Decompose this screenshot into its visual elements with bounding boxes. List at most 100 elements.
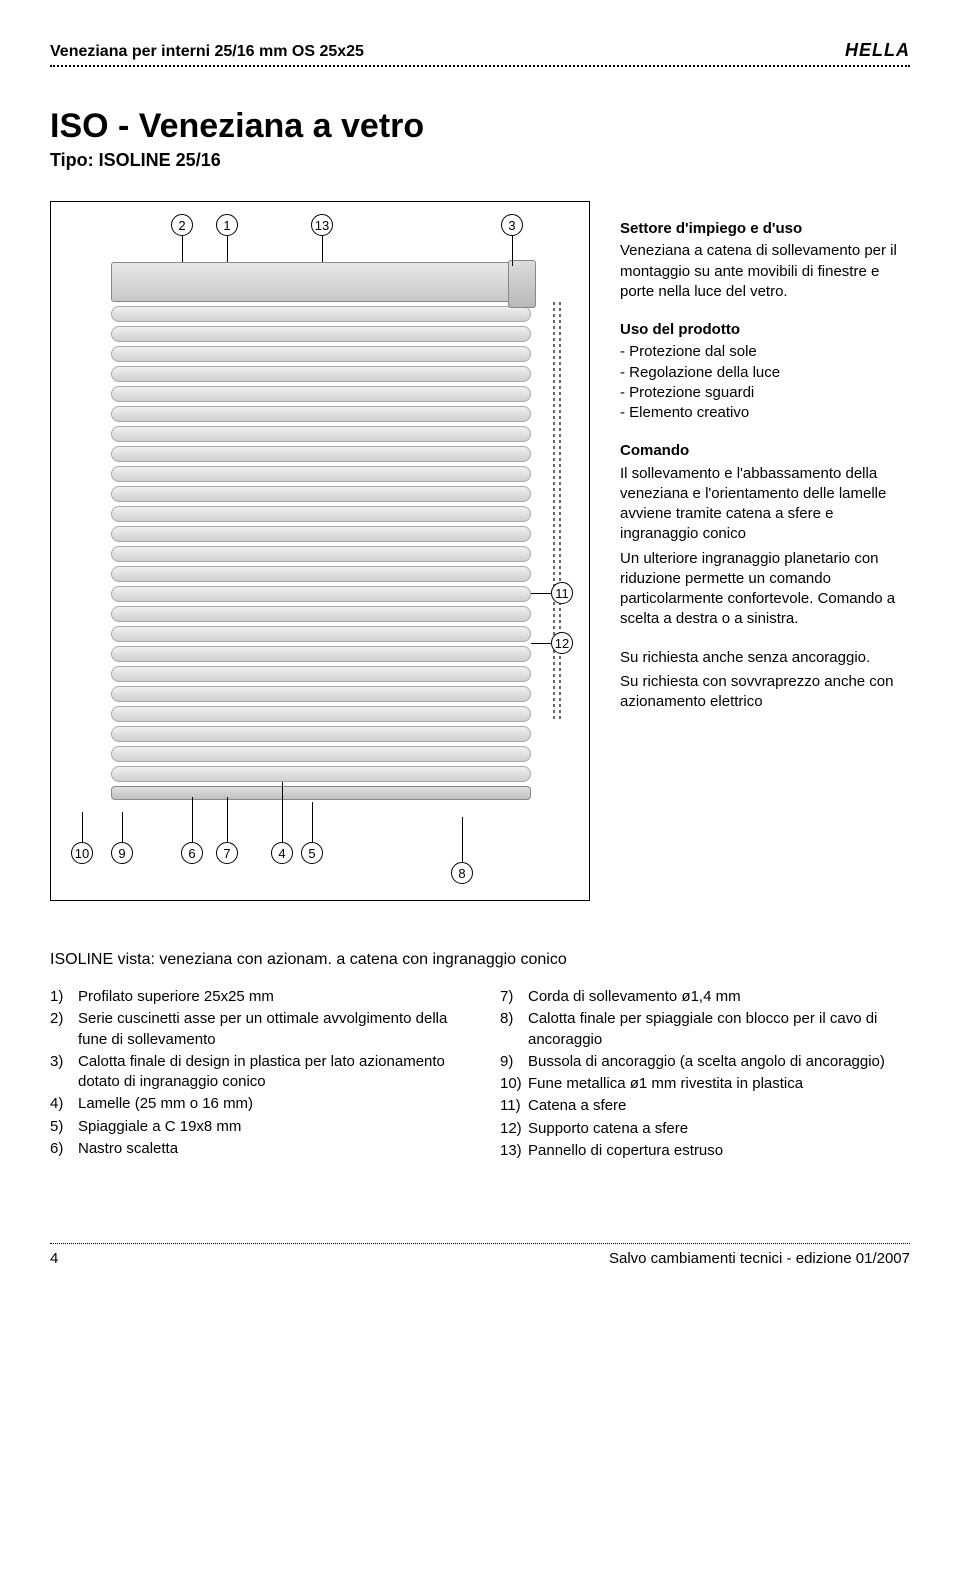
slat [111,746,531,762]
description-column: Settore d'impiego e d'uso Veneziana a ca… [620,201,910,901]
part-item: 11)Catena a sfere [500,1096,910,1116]
part-number: 8) [500,1009,528,1050]
section-title-uso: Uso del prodotto [620,320,910,340]
part-number: 12) [500,1119,528,1139]
callout-3: 3 [501,214,523,236]
part-number: 3) [50,1052,78,1093]
part-text: Lamelle (25 mm o 16 mm) [78,1094,253,1114]
slat [111,586,531,602]
lead-line [182,236,183,262]
slats [111,306,531,782]
brand-logo: HELLA [845,40,910,61]
part-item: 9)Bussola di ancoraggio (a scelta angolo… [500,1052,910,1072]
diagram-caption: ISOLINE vista: veneziana con azionam. a … [50,951,910,969]
lead-line [312,802,313,842]
part-item: 4)Lamelle (25 mm o 16 mm) [50,1094,460,1114]
callout-13: 13 [311,214,333,236]
slat [111,426,531,442]
product-diagram: 2 1 13 3 11 12 10 9 6 7 [50,201,590,901]
main-title: ISO - Veneziana a vetro [50,107,910,146]
lead-line [512,236,513,266]
extra-note-1: Su richiesta anche senza ancoraggio. [620,648,910,668]
lead-line [282,782,283,842]
lead-line [322,236,323,262]
lead-line [122,812,123,842]
callout-1: 1 [216,214,238,236]
part-text: Spiaggiale a C 19x8 mm [78,1117,241,1137]
callout-9: 9 [111,842,133,864]
part-item: 8)Calotta finale per spiaggiale con bloc… [500,1009,910,1050]
slat [111,706,531,722]
bead-chain [553,302,555,722]
part-number: 5) [50,1117,78,1137]
part-number: 10) [500,1074,528,1094]
part-text: Serie cuscinetti asse per un ottimale av… [78,1009,460,1050]
bead-chain [559,302,561,722]
slat [111,366,531,382]
part-text: Corda di sollevamento ø1,4 mm [528,987,741,1007]
slat [111,466,531,482]
callout-5: 5 [301,842,323,864]
lead-line [531,593,551,594]
part-number: 9) [500,1052,528,1072]
slat [111,406,531,422]
part-text: Calotta finale per spiaggiale con blocco… [528,1009,910,1050]
part-text: Nastro scaletta [78,1139,178,1159]
callout-11: 11 [551,582,573,604]
lead-line [82,812,83,842]
lead-line [531,643,551,644]
part-item: 12)Supporto catena a sfere [500,1119,910,1139]
part-text: Bussola di ancoraggio (a scelta angolo d… [528,1052,885,1072]
slat [111,606,531,622]
parts-list-right: 7)Corda di sollevamento ø1,4 mm8)Calotta… [500,987,910,1161]
part-number: 2) [50,1009,78,1050]
lead-line [227,797,228,842]
uso-item: Protezione dal sole [620,342,910,362]
slat [111,686,531,702]
part-number: 4) [50,1094,78,1114]
slat [111,346,531,362]
slat [111,506,531,522]
part-item: 3)Calotta finale di design in plastica p… [50,1052,460,1093]
part-item: 7)Corda di sollevamento ø1,4 mm [500,987,910,1007]
slat [111,486,531,502]
uso-list: Protezione dal soleRegolazione della luc… [620,342,910,423]
settore-body: Veneziana a catena di sollevamento per i… [620,241,910,302]
part-text: Profilato superiore 25x25 mm [78,987,274,1007]
uso-item: Regolazione della luce [620,363,910,383]
part-text: Supporto catena a sfere [528,1119,688,1139]
subtitle: Tipo: ISOLINE 25/16 [50,150,910,171]
page-footer: 4 Salvo cambiamenti tecnici - edizione 0… [50,1243,910,1267]
comando-body-1: Il sollevamento e l'abbassamento della v… [620,464,910,545]
part-item: 5)Spiaggiale a C 19x8 mm [50,1117,460,1137]
callout-2: 2 [171,214,193,236]
comando-body-2: Un ulteriore ingranaggio planetario con … [620,549,910,630]
part-item: 10)Fune metallica ø1 mm rivestita in pla… [500,1074,910,1094]
callout-8: 8 [451,862,473,884]
header-title: Veneziana per interni 25/16 mm OS 25x25 [50,43,364,61]
part-text: Calotta finale di design in plastica per… [78,1052,460,1093]
section-title-comando: Comando [620,441,910,461]
callout-12: 12 [551,632,573,654]
callout-6: 6 [181,842,203,864]
part-item: 1)Profilato superiore 25x25 mm [50,987,460,1007]
part-text: Fune metallica ø1 mm rivestita in plasti… [528,1074,803,1094]
uso-item: Protezione sguardi [620,383,910,403]
section-title-settore: Settore d'impiego e d'uso [620,219,910,239]
bottomrail [111,786,531,800]
part-number: 11) [500,1096,528,1116]
slat [111,626,531,642]
blind-illustration [111,262,531,800]
callout-10: 10 [71,842,93,864]
page-number: 4 [50,1250,58,1267]
lead-line [227,236,228,262]
slat [111,646,531,662]
parts-list-left: 1)Profilato superiore 25x25 mm2)Serie cu… [50,987,460,1159]
part-item: 2)Serie cuscinetti asse per un ottimale … [50,1009,460,1050]
headrail [111,262,531,302]
part-item: 13)Pannello di copertura estruso [500,1141,910,1161]
lead-line [462,817,463,862]
slat [111,726,531,742]
part-text: Catena a sfere [528,1096,626,1116]
slat [111,326,531,342]
